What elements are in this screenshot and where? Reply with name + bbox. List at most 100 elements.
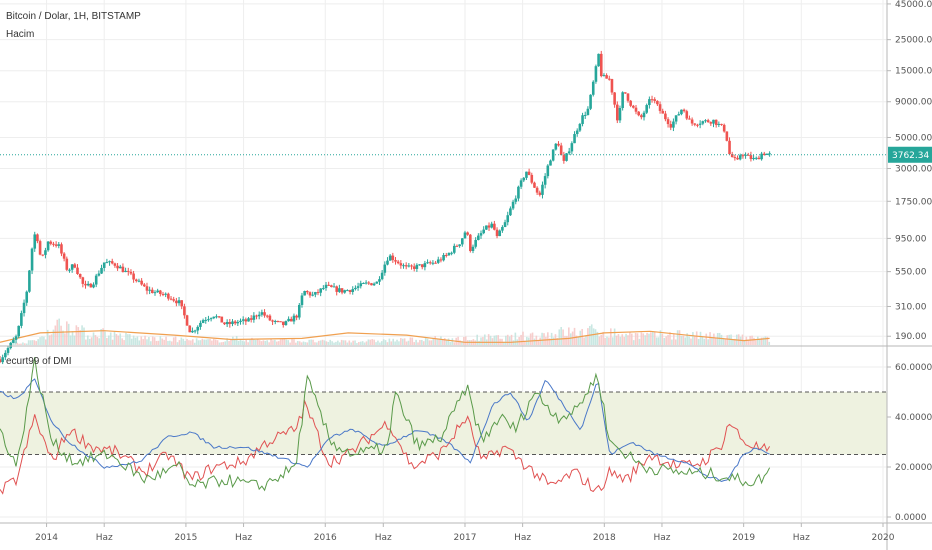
volume-bar — [203, 339, 206, 345]
volume-bar — [762, 337, 765, 345]
volume-bar — [127, 334, 129, 345]
volume-bar — [644, 335, 646, 345]
candle-body — [583, 114, 587, 116]
candle-body — [383, 264, 387, 273]
time-tick-label: Haz — [514, 533, 531, 543]
candle-body — [543, 176, 547, 185]
candle-body — [289, 318, 293, 322]
volume-bar — [12, 341, 15, 345]
volume-bar — [331, 341, 333, 345]
indicator-lines — [0, 357, 771, 495]
volume-bar — [371, 339, 374, 345]
volume-bar — [233, 338, 236, 345]
candle-body — [346, 290, 349, 292]
candle-body — [527, 171, 531, 175]
volume-bar — [646, 332, 648, 345]
volume-bar — [547, 332, 549, 345]
candle-body — [586, 108, 590, 115]
candle-body — [268, 315, 272, 321]
candle-body — [86, 283, 90, 286]
candle-body — [517, 186, 520, 199]
candle-body — [0, 359, 2, 363]
volume-bar — [701, 336, 704, 345]
candle-body — [223, 322, 226, 325]
candle-body — [661, 110, 665, 114]
volume-bar — [180, 337, 183, 345]
candle-body — [49, 241, 53, 244]
volume-bar — [741, 334, 744, 345]
time-tick-label: Haz — [375, 533, 392, 543]
volume-bar — [346, 342, 349, 345]
candle-body — [265, 315, 269, 317]
candle-body — [391, 255, 395, 261]
volume-bar — [100, 329, 102, 345]
volume-bar — [90, 337, 93, 345]
volume-bar — [193, 342, 196, 345]
candle-body — [38, 241, 42, 255]
volume-bar — [337, 340, 339, 345]
candle-body — [356, 286, 360, 288]
price-tick-label: 310.00 — [895, 302, 927, 312]
volume-bar — [602, 331, 604, 345]
candle-body — [519, 180, 523, 187]
volume-bar — [400, 338, 402, 345]
volume-bar — [81, 325, 83, 345]
volume-bar — [46, 329, 49, 345]
candle-body — [498, 230, 502, 237]
volume-bar — [317, 340, 320, 345]
volume-bar — [384, 340, 387, 345]
candle-body — [300, 295, 304, 305]
volume-bar — [205, 339, 207, 345]
volume-bar — [478, 340, 480, 345]
candle-body — [236, 321, 240, 324]
volume-bar — [264, 340, 267, 345]
volume-bar — [417, 342, 419, 345]
volume-ma-line — [0, 330, 770, 343]
candle-body — [359, 283, 363, 287]
volume-bar — [327, 341, 330, 345]
volume-bar — [62, 330, 64, 345]
volume-bar — [482, 337, 484, 345]
volume-bar — [392, 338, 395, 345]
volume-bar — [676, 330, 679, 345]
candle-body — [330, 285, 333, 287]
candle-body — [434, 262, 437, 264]
volume-bar — [260, 341, 263, 345]
candle-body — [14, 336, 18, 340]
candle-body — [698, 123, 702, 125]
volume-bar — [707, 339, 709, 345]
candle-body — [509, 208, 512, 216]
candle-body — [233, 321, 237, 324]
time-tick-label: 2014 — [35, 533, 58, 543]
volume-bar — [724, 339, 727, 345]
volume-bar — [716, 333, 719, 345]
volume-bar — [300, 342, 303, 345]
candle-body — [327, 284, 330, 286]
volume-bar — [594, 329, 597, 345]
candle-body — [276, 320, 280, 322]
volume-bar — [159, 336, 162, 345]
candle-body — [439, 259, 443, 261]
volume-bar — [295, 342, 297, 345]
candle-body — [436, 259, 440, 263]
volume-bar — [459, 340, 461, 345]
volume-bar — [709, 332, 711, 345]
volume-bar — [453, 342, 456, 345]
candle-body — [461, 238, 464, 245]
candle-body — [428, 262, 432, 264]
volume-bar — [529, 333, 532, 345]
candle-body — [148, 289, 151, 291]
candle-body — [54, 244, 58, 246]
candle-body — [100, 267, 103, 274]
volume-bar — [713, 333, 715, 345]
volume-bar — [25, 343, 28, 345]
volume-bar — [581, 328, 583, 345]
volume-bar — [167, 340, 169, 345]
volume-bar — [266, 340, 269, 345]
candle-body — [741, 155, 745, 157]
candle-body — [458, 244, 461, 247]
volume-bar — [354, 340, 356, 345]
volume-bar — [562, 329, 564, 345]
volume-bar — [545, 336, 547, 345]
volume-bar — [726, 335, 729, 345]
